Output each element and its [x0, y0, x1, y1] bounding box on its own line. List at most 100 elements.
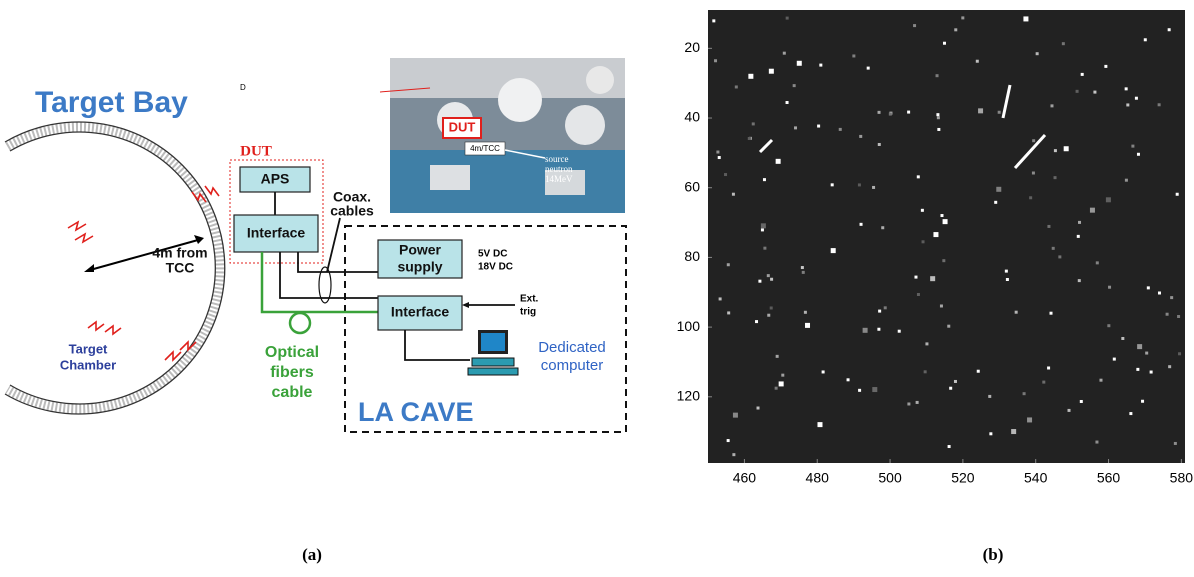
hit: [1158, 103, 1161, 106]
hit: [943, 42, 946, 45]
hit: [735, 85, 738, 88]
hit: [847, 378, 850, 381]
hit: [831, 248, 836, 253]
arrow-head: [462, 302, 469, 308]
hit: [877, 328, 880, 331]
hit: [1158, 291, 1161, 294]
hit: [1170, 296, 1173, 299]
hit: [907, 402, 910, 405]
hit: [916, 401, 919, 404]
hit: [1023, 16, 1028, 21]
hit: [1147, 286, 1150, 289]
hit: [1104, 65, 1107, 68]
hit: [776, 355, 779, 358]
hit: [917, 175, 920, 178]
hit: [1042, 381, 1045, 384]
hit: [913, 24, 916, 27]
hit: [714, 59, 717, 62]
x-tick-label: 540: [1024, 470, 1048, 486]
hit: [998, 111, 1001, 114]
hit: [1145, 352, 1148, 355]
hit: [863, 328, 868, 333]
y-tick-label: 120: [677, 387, 701, 403]
x-tick-label: 460: [733, 470, 757, 486]
hit: [719, 297, 722, 300]
hit: [1015, 311, 1018, 314]
hit: [727, 311, 730, 314]
hit: [819, 64, 822, 67]
x-tick-label: 580: [1170, 470, 1194, 486]
hit: [763, 178, 766, 181]
hit: [1032, 172, 1035, 175]
hit: [1125, 179, 1128, 182]
hit: [1095, 441, 1098, 444]
hit: [1121, 337, 1124, 340]
hit: [936, 74, 939, 77]
hit: [859, 135, 862, 138]
hit: [954, 28, 957, 31]
cave-label: LA CAVE: [358, 397, 474, 427]
hit: [933, 232, 938, 237]
hit: [1064, 146, 1069, 151]
coax-pointer: [327, 218, 340, 272]
caption: (a): [302, 545, 322, 564]
hit: [1005, 270, 1008, 273]
hit: [805, 323, 810, 328]
hit: [1076, 90, 1079, 93]
hit: [949, 387, 952, 390]
hit: [1052, 247, 1055, 250]
hit: [779, 381, 784, 386]
hit: [1129, 412, 1132, 415]
chamber-label: Target: [69, 341, 108, 356]
photo-source: neutron: [545, 164, 573, 174]
hit: [994, 201, 997, 204]
hit: [884, 306, 887, 309]
hit: [775, 387, 778, 390]
hit: [1096, 261, 1099, 264]
hit: [817, 422, 822, 427]
hit: [727, 263, 730, 266]
hit: [922, 240, 925, 243]
hit: [770, 306, 773, 309]
hit: [732, 193, 735, 196]
hit: [940, 304, 943, 307]
dut-label: DUT: [240, 143, 272, 159]
hit: [867, 67, 870, 70]
hit: [761, 228, 764, 231]
hit: [793, 84, 796, 87]
hit: [822, 370, 825, 373]
panel-a: Target Bay D 4m from TCC Target Chamber …: [5, 58, 626, 564]
hit: [858, 183, 861, 186]
hit: [1135, 97, 1138, 100]
photo: DUT 4m/TCC source neutron 14MeV: [380, 58, 625, 213]
hit: [917, 293, 920, 296]
hit: [794, 126, 797, 129]
hit: [930, 276, 935, 281]
power-label: Power: [399, 242, 442, 258]
hit: [1099, 379, 1102, 382]
trig-label: trig: [520, 307, 536, 318]
hit: [860, 223, 863, 226]
computer-label: Dedicated: [538, 339, 606, 356]
hit: [1093, 91, 1096, 94]
wire: [405, 330, 470, 360]
hit: [1168, 28, 1171, 31]
hit: [914, 276, 917, 279]
photo-dut: DUT: [449, 119, 476, 134]
hit: [1168, 365, 1171, 368]
hit: [1178, 352, 1181, 355]
hit: [1137, 344, 1142, 349]
hit: [758, 280, 761, 283]
hit: [1080, 400, 1083, 403]
hit: [1023, 392, 1026, 395]
coax-label: cables: [330, 203, 374, 219]
hit: [732, 453, 735, 456]
hit: [718, 156, 721, 159]
hit: [1137, 153, 1140, 156]
hit: [872, 387, 877, 392]
hit: [1131, 145, 1134, 148]
hit: [1174, 442, 1177, 445]
hit: [989, 432, 992, 435]
hit: [961, 16, 964, 19]
hit: [1081, 73, 1084, 76]
